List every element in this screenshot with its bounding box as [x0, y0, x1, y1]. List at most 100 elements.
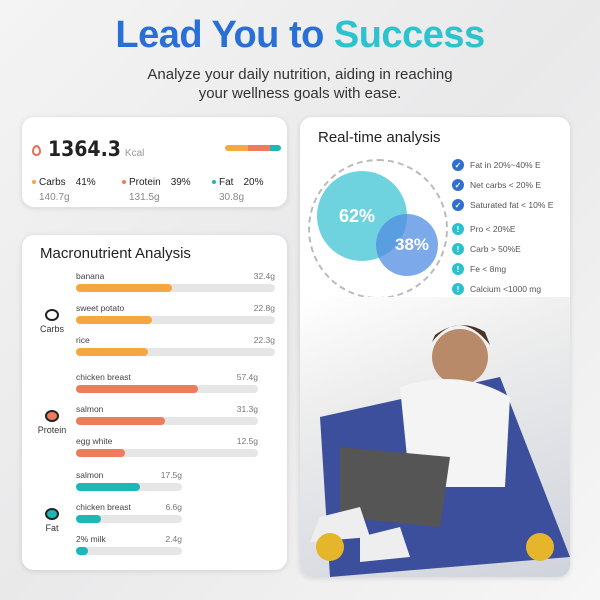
exclamation-icon: ! — [452, 223, 464, 235]
macro-title: Macronutrient Analysis — [40, 245, 191, 262]
food-name: salmon — [76, 404, 104, 414]
food-bar-track — [76, 547, 182, 555]
food-value: 22.8g — [253, 303, 275, 313]
food-value: 22.3g — [253, 335, 275, 345]
food-bar-fill — [76, 417, 166, 425]
food-bar-fill — [76, 483, 140, 491]
group-fat: Fat — [28, 508, 76, 533]
food-bar-track — [76, 449, 258, 457]
realtime-analysis-card: Real-time analysis 62% 38% ✓ Fat in 20%~4… — [300, 117, 570, 577]
exclamation-icon: ! — [452, 283, 464, 295]
warning-item: ! Fe < 8mg — [452, 259, 553, 279]
macro-grams: 30.8g — [219, 192, 245, 203]
food-value: 6.6g — [165, 502, 182, 512]
food-value: 12.5g — [236, 436, 258, 446]
group-protein: Protein — [28, 410, 76, 435]
group-carbs: Carbs — [28, 309, 76, 334]
warning-label: Calcium <1000 mg — [470, 284, 542, 294]
macro-name: Protein — [129, 177, 161, 188]
warning-item: ! Pro < 20%E — [452, 219, 553, 239]
check-icon: ✓ — [452, 179, 464, 191]
flame-icon — [32, 145, 41, 156]
food-row: egg white 12.5g — [76, 436, 258, 457]
food-name: banana — [76, 271, 105, 281]
food-row: rice 22.3g — [76, 335, 275, 356]
food-bar-fill — [76, 449, 126, 457]
subtitle-line-2: your wellness goals with ease. — [198, 85, 402, 102]
food-bar-track — [76, 417, 258, 425]
food-name: 2% milk — [76, 534, 106, 544]
check-label: Net carbs < 20% E — [470, 180, 542, 190]
food-name: chicken breast — [76, 502, 131, 512]
food-bar-fill — [76, 515, 102, 523]
food-bar-fill — [76, 547, 88, 555]
group-label: Fat — [45, 523, 59, 533]
food-value: 32.4g — [253, 271, 275, 281]
macro-dot — [212, 180, 216, 185]
food-row: 2% milk 2.4g — [76, 534, 182, 555]
macro-name: Carbs — [39, 177, 66, 188]
food-bar-fill — [76, 385, 198, 393]
venn-big-value: 62% — [338, 205, 376, 226]
man-with-phone-photo — [300, 297, 570, 577]
food-bar-fill — [76, 316, 152, 324]
food-name: sweet potato — [76, 303, 125, 313]
food-row: sweet potato 22.8g — [76, 303, 275, 324]
group-label: Protein — [37, 425, 67, 435]
check-item: ✓ Fat in 20%~40% E — [452, 155, 553, 175]
carbs-icon — [45, 309, 59, 321]
warning-label: Pro < 20%E — [470, 224, 516, 234]
kcal-unit: Kcal — [124, 148, 145, 159]
food-value: 57.4g — [236, 372, 258, 382]
macro-dot — [122, 180, 126, 185]
subtitle-line-1: Analyze your daily nutrition, aiding in … — [147, 66, 453, 83]
macro-ratio-bar — [225, 145, 281, 151]
food-bar-fill — [76, 348, 148, 356]
check-icon: ✓ — [452, 199, 464, 211]
hero: Lead You to Success Analyze your daily n… — [0, 14, 600, 103]
food-name: salmon — [76, 470, 104, 480]
group-label: Carbs — [39, 324, 64, 334]
venn-small-value: 38% — [394, 235, 430, 254]
warning-item: ! Carb > 50%E — [452, 239, 553, 259]
food-name: chicken breast — [76, 372, 131, 382]
macronutrient-analysis-card: Macronutrient Analysis Carbs banana 32.4g s… — [22, 235, 287, 570]
food-bar-track — [76, 385, 258, 393]
food-row: chicken breast 57.4g — [76, 372, 258, 393]
headline-accent: Success — [333, 14, 485, 56]
food-name: rice — [76, 335, 90, 345]
macro-summary-0: Carbs 41% 140.7g — [32, 177, 96, 203]
macro-grams: 131.5g — [129, 192, 160, 203]
food-bar-track — [76, 483, 182, 491]
macro-pct: 39% — [170, 177, 191, 188]
warning-label: Fe < 8mg — [470, 264, 507, 274]
macro-name: Fat — [219, 177, 234, 188]
realtime-title: Real-time analysis — [318, 129, 441, 146]
macro-summary-1: Protein 39% 131.5g — [122, 177, 191, 203]
food-bar-fill — [76, 284, 172, 292]
food-bar-track — [76, 515, 182, 523]
food-bar-track — [76, 284, 275, 292]
food-name: egg white — [76, 436, 113, 446]
check-label: Fat in 20%~40% E — [470, 160, 541, 170]
warning-label: Carb > 50%E — [470, 244, 521, 254]
check-icon: ✓ — [452, 159, 464, 171]
calorie-summary-card: 1364.3 Kcal Carbs 41% 140.7g Protein 39% 131.5… — [22, 117, 287, 207]
warning-item: ! Calcium <1000 mg — [452, 279, 553, 299]
macro-dot — [32, 180, 36, 185]
food-value: 31.3g — [236, 404, 258, 414]
food-bar-track — [76, 348, 275, 356]
food-value: 17.5g — [160, 470, 182, 480]
macro-grams: 140.7g — [39, 192, 70, 203]
food-bar-track — [76, 316, 275, 324]
check-item: ✓ Net carbs < 20% E — [452, 175, 553, 195]
kcal-value: 1364.3 — [48, 137, 121, 161]
food-row: banana 32.4g — [76, 271, 275, 292]
check-item: ✓ Saturated fat < 10% E — [452, 195, 553, 215]
check-label: Saturated fat < 10% E — [470, 200, 554, 210]
food-row: salmon 31.3g — [76, 404, 258, 425]
headline: Lead You to Success — [0, 14, 600, 57]
macro-pct: 41% — [75, 177, 96, 188]
subtitle: Analyze your daily nutrition, aiding in … — [0, 65, 600, 103]
food-row: salmon 17.5g — [76, 470, 182, 491]
